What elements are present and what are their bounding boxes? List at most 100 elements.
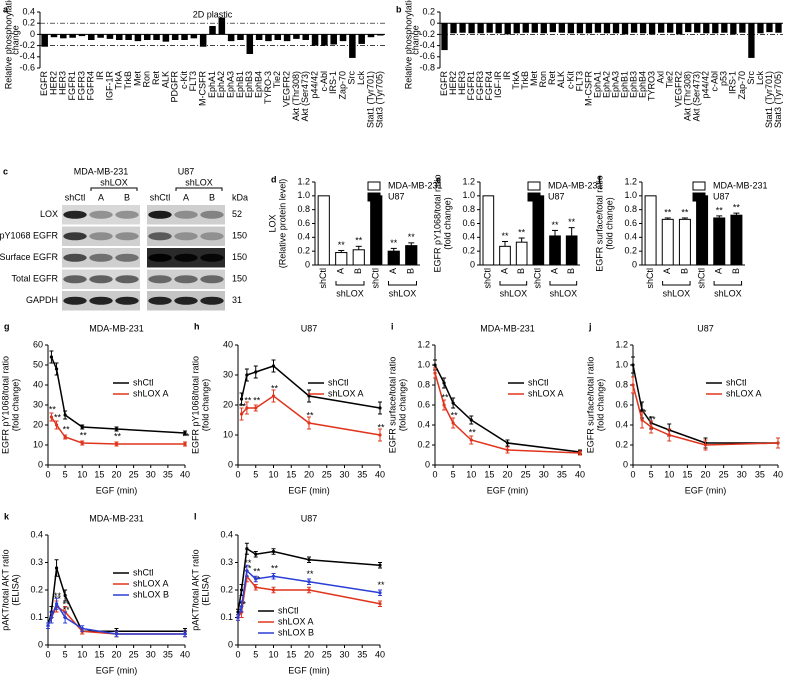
bar xyxy=(459,23,466,33)
x-tick-label: IR xyxy=(502,70,512,80)
x-tick-label: Stat1 (Tyr701) xyxy=(365,71,375,128)
x-tick-label: 30 xyxy=(146,469,156,479)
blot-band xyxy=(63,210,87,219)
group-bracket xyxy=(388,281,417,286)
blot-band xyxy=(115,210,139,219)
bar xyxy=(227,34,235,42)
x-tick-label: Axl xyxy=(656,71,666,84)
x-tick-label: FGFR4 xyxy=(86,71,96,101)
x-tick-label: B xyxy=(353,268,363,274)
bar xyxy=(515,241,528,266)
kda-label: 52 xyxy=(232,209,242,219)
panel-letter: i xyxy=(391,321,394,331)
bar xyxy=(594,23,602,33)
x-tick-label: Akt (Thr308) xyxy=(291,71,301,121)
significance: ** xyxy=(664,207,672,217)
x-tick-label: A xyxy=(336,268,346,274)
chart-title: 2D plastic xyxy=(193,9,233,19)
x-tick-label: A xyxy=(549,268,559,274)
y-tick-label: 0.4 xyxy=(624,232,637,242)
x-tick-label: B xyxy=(679,268,689,274)
x-tick-label: TrkA xyxy=(114,71,124,90)
y-axis-label: EGFR surface/total ratio xyxy=(585,357,595,454)
bar xyxy=(41,34,48,47)
y-tick-label: 0.6 xyxy=(462,218,475,228)
panel-letter: h xyxy=(194,321,200,331)
bar xyxy=(468,23,475,34)
y-tick-label: 0.6 xyxy=(417,399,430,409)
y-tick-label: 0 xyxy=(632,259,637,269)
x-tick-label: 40 xyxy=(180,469,190,479)
bar xyxy=(630,23,638,33)
y-tick-label: 0 xyxy=(623,459,628,469)
x-tick-label: EphA2 xyxy=(601,71,611,98)
bar xyxy=(97,34,104,38)
blot-band xyxy=(115,296,139,305)
x-tick-label: IRS-1 xyxy=(728,71,738,94)
significance: ** xyxy=(271,564,279,574)
bar xyxy=(162,34,170,42)
x-tick-label: 5 xyxy=(63,649,68,659)
x-tick-label: EGFR xyxy=(439,71,449,97)
y-tick-label: 0.3 xyxy=(30,557,43,567)
y-tick-label: 0 xyxy=(430,18,435,28)
y-tick-label: 0.6 xyxy=(624,218,637,228)
bar xyxy=(522,23,529,33)
significance: ** xyxy=(306,569,314,579)
legend-label: shCtl xyxy=(726,377,747,387)
series-line xyxy=(434,364,581,453)
y-tick-label: 0 xyxy=(228,459,233,469)
bar xyxy=(69,34,76,38)
x-tick-label: Ron xyxy=(538,71,548,88)
x-tick-label: HER2 xyxy=(448,71,458,95)
bar xyxy=(739,23,746,33)
legend-label: U87 xyxy=(388,191,405,201)
y-tick-label: 0.4 xyxy=(417,419,430,429)
y-axis-label: EGFR pY1068/total ratio xyxy=(0,356,10,454)
legend-label: shLOX A xyxy=(726,388,762,398)
panel-letter: d xyxy=(271,174,277,184)
x-tick-label: TrkB xyxy=(520,71,530,90)
significance: ** xyxy=(568,217,576,227)
y-tick-label: 1.2 xyxy=(297,176,310,186)
bar xyxy=(694,23,701,33)
x-tick-label: 10 xyxy=(268,469,278,479)
x-tick-label: p53 xyxy=(719,71,729,86)
y-tick-label: 0 xyxy=(38,639,43,649)
bar xyxy=(667,23,674,33)
bar xyxy=(274,34,282,40)
legend-swatch xyxy=(367,181,381,191)
y-tick-label: 0 xyxy=(30,29,35,39)
y-tick-label: 10 xyxy=(223,429,233,439)
y-tick-label: 0.2 xyxy=(220,584,233,594)
unit-label: kDa xyxy=(232,192,248,202)
bar xyxy=(246,34,254,54)
y-axis-label: Relative phosphorylation xyxy=(3,0,13,89)
cell-line-label: U87 xyxy=(178,166,195,176)
bar xyxy=(349,34,356,58)
bar xyxy=(450,23,457,34)
bar xyxy=(293,34,300,39)
bar xyxy=(115,34,123,40)
bar xyxy=(603,23,611,34)
x-tick-label: c-Kit xyxy=(565,71,575,89)
x-tick-label: 30 xyxy=(539,469,549,479)
y-axis-label: EGFR surface/total ratio xyxy=(594,175,604,272)
legend-swatch xyxy=(527,181,541,191)
y-axis-label: (fold change) xyxy=(10,379,20,432)
x-tick-label: 25 xyxy=(521,469,531,479)
x-tick-label: Lck xyxy=(356,71,366,86)
bar xyxy=(775,23,782,33)
y-tick-label: 0 xyxy=(228,639,233,649)
x-tick-label: A xyxy=(499,268,509,274)
x-tick-label: Src xyxy=(347,71,357,85)
significance: ** xyxy=(442,392,450,402)
bar xyxy=(748,23,755,58)
x-tick-label: Ret xyxy=(151,71,161,86)
y-tick-label: 0.4 xyxy=(462,232,475,242)
legend-swatch xyxy=(692,192,706,202)
x-tick-label: shCtl xyxy=(696,268,706,289)
x-tick-label: TYRO-3 xyxy=(263,71,273,104)
row-label: LOX xyxy=(40,209,58,219)
group-bracket xyxy=(499,281,528,286)
